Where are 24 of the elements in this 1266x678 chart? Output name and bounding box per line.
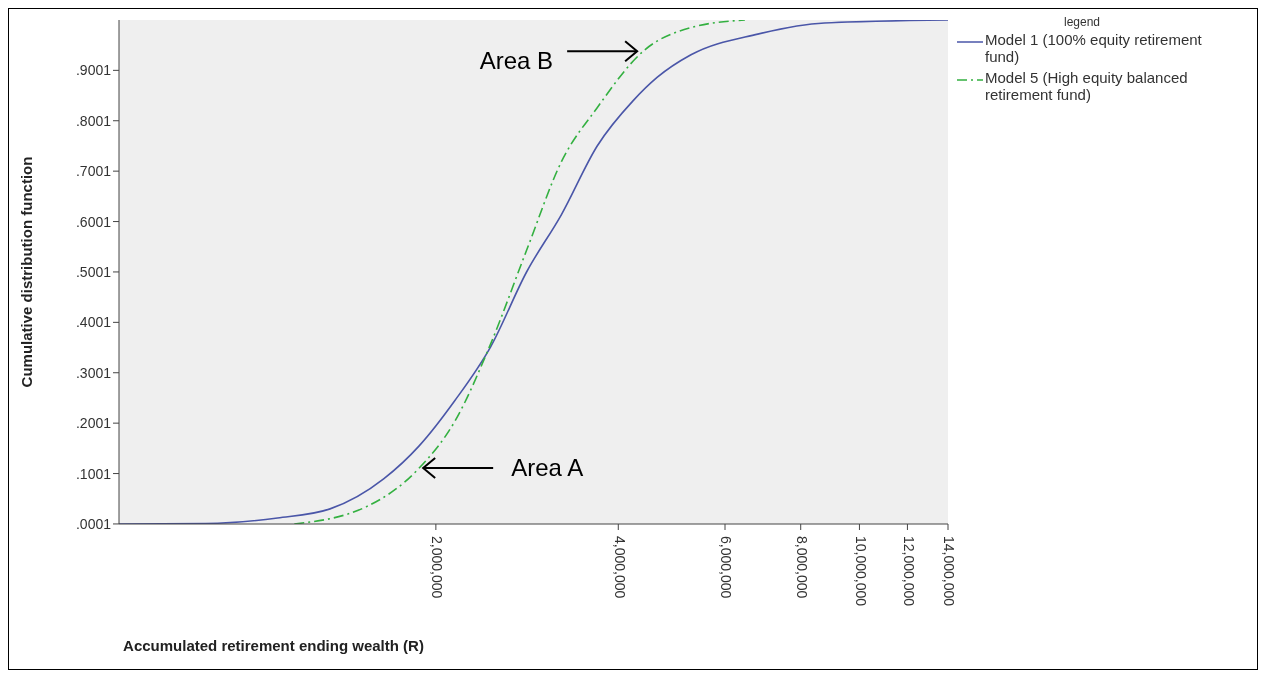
y-tick-label: .6001 [75, 213, 112, 230]
y-tick-label: .5001 [75, 263, 112, 280]
x-tick-label: 4,000,000 [611, 536, 628, 599]
x-tick-label: 8,000,000 [794, 536, 811, 599]
y-tick-label: .7001 [75, 163, 112, 180]
legend-label: Model 5 (High equity balanced retirement fund) [985, 69, 1189, 103]
y-tick-label: .4001 [75, 314, 112, 331]
annotation: Area A [511, 454, 584, 482]
annotation: Area B [479, 47, 554, 75]
legend-label: Model 1 (100% equity retirement fund) [985, 31, 1203, 65]
y-axis-title: Cumulative distribution function [18, 156, 36, 388]
y-tick-label: .3001 [75, 364, 112, 381]
y-tick-label: .2001 [75, 415, 112, 432]
y-tick-label: .0001 [75, 515, 112, 532]
x-tick-label: 12,000,000 [900, 536, 917, 607]
y-tick-label: .9001 [75, 62, 112, 79]
x-axis-title: Accumulated retirement ending wealth (R) [123, 637, 424, 654]
y-tick-label: .8001 [75, 112, 112, 129]
x-tick-label: 6,000,000 [718, 536, 735, 599]
legend-title: legend [1062, 15, 1101, 29]
x-tick-label: 14,000,000 [941, 536, 958, 607]
x-tick-label: 10,000,000 [852, 536, 869, 607]
y-tick-label: .1001 [75, 465, 112, 482]
x-tick-label: 2,000,000 [429, 536, 446, 599]
